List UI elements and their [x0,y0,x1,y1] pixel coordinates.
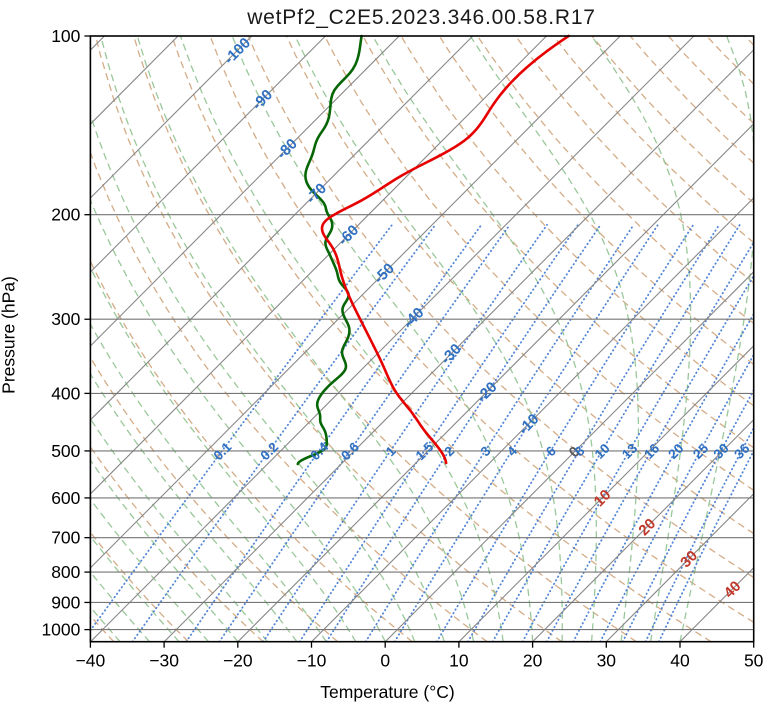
svg-text:900: 900 [51,592,80,612]
svg-text:0: 0 [380,651,390,671]
svg-text:200: 200 [51,205,80,225]
svg-text:600: 600 [51,488,80,508]
svg-text:100: 100 [51,26,80,46]
svg-text:30: 30 [597,651,617,671]
svg-text:700: 700 [51,528,80,548]
svg-text:300: 300 [51,309,80,329]
svg-text:20: 20 [523,651,543,671]
svg-text:−10: −10 [297,651,327,671]
svg-text:1000: 1000 [41,620,80,640]
svg-text:800: 800 [51,562,80,582]
svg-text:50: 50 [744,651,764,671]
svg-text:−30: −30 [149,651,179,671]
svg-text:500: 500 [51,441,80,461]
svg-text:400: 400 [51,383,80,403]
svg-text:−40: −40 [76,651,106,671]
svg-text:10: 10 [449,651,469,671]
svg-text:−20: −20 [223,651,253,671]
svg-text:40: 40 [670,651,690,671]
